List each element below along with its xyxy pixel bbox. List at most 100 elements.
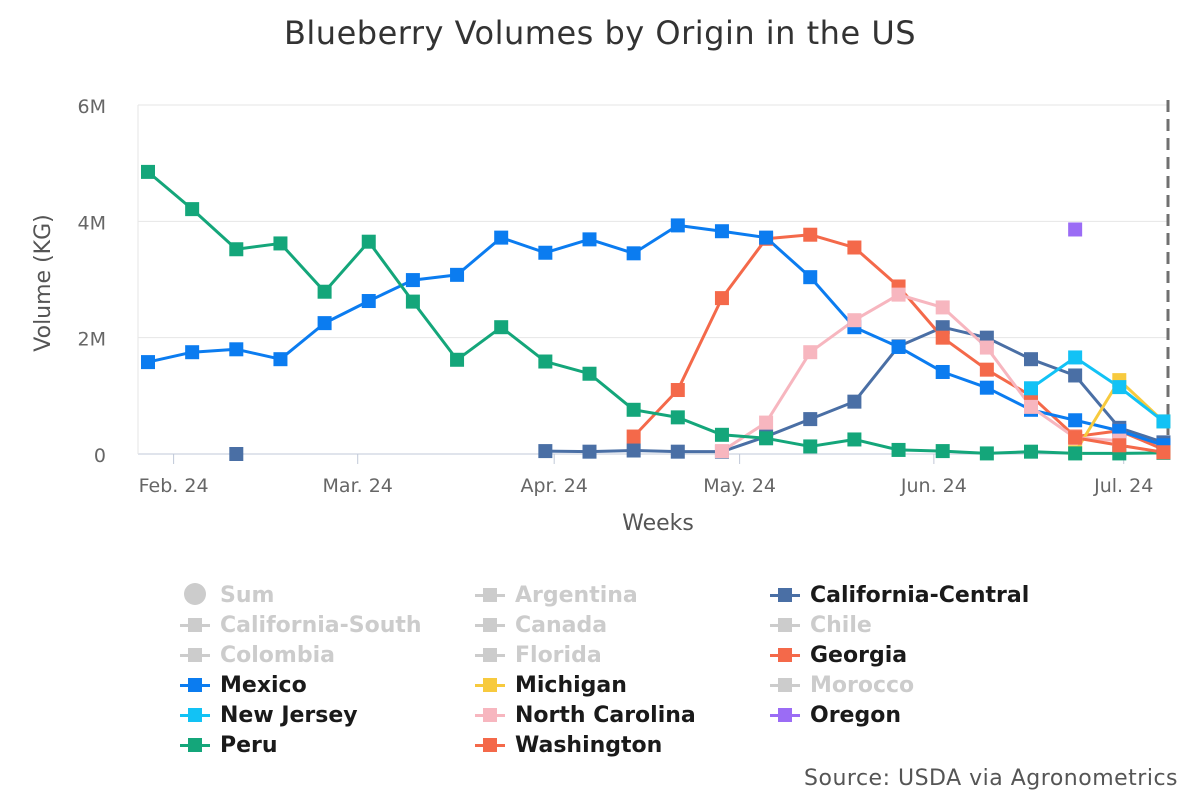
data-point-mexico[interactable]: [714, 224, 729, 239]
data-point-georgia[interactable]: [626, 429, 641, 444]
data-point-peru[interactable]: [935, 444, 950, 459]
legend-item-sum[interactable]: Sum: [180, 580, 274, 610]
data-point-peru[interactable]: [803, 439, 818, 454]
data-point-mexico[interactable]: [185, 345, 200, 360]
data-point-mexico[interactable]: [670, 218, 685, 233]
data-point-oregon[interactable]: [1068, 222, 1083, 237]
data-point-mexico[interactable]: [626, 246, 641, 261]
legend-symbol-icon: [475, 735, 507, 755]
legend-symbol-icon: [475, 645, 507, 665]
data-point-north-carolina[interactable]: [891, 287, 906, 302]
data-point-mexico[interactable]: [582, 232, 597, 247]
data-point-north-carolina[interactable]: [935, 300, 950, 315]
legend-label: Oregon: [810, 702, 901, 728]
data-point-peru[interactable]: [670, 410, 685, 425]
legend-item-colombia[interactable]: Colombia: [180, 640, 335, 670]
legend-item-washington[interactable]: Washington: [475, 730, 662, 760]
legend-item-oregon[interactable]: Oregon: [770, 700, 901, 730]
data-point-mexico[interactable]: [361, 294, 376, 309]
data-point-peru[interactable]: [759, 431, 774, 446]
data-point-peru[interactable]: [141, 164, 155, 179]
legend-item-california-central[interactable]: California-Central: [770, 580, 1029, 610]
data-point-new-jersey[interactable]: [1024, 381, 1038, 396]
data-point-mexico[interactable]: [538, 245, 553, 260]
data-point-mexico[interactable]: [229, 342, 244, 357]
data-point-peru[interactable]: [979, 446, 994, 461]
data-point-north-carolina[interactable]: [1024, 399, 1038, 414]
series-line-new-jersey[interactable]: [1030, 355, 1165, 423]
legend-item-new-jersey[interactable]: New Jersey: [180, 700, 358, 730]
data-point-mexico[interactable]: [935, 364, 950, 379]
legend-item-florida[interactable]: Florida: [475, 640, 602, 670]
data-point-peru[interactable]: [538, 354, 553, 369]
data-point-washington[interactable]: [1112, 438, 1127, 453]
data-point-new-jersey[interactable]: [1112, 380, 1127, 395]
data-point-north-carolina[interactable]: [803, 345, 818, 360]
data-point-mexico[interactable]: [494, 230, 509, 245]
data-point-peru[interactable]: [626, 402, 641, 417]
data-point-peru[interactable]: [361, 234, 376, 249]
data-point-mexico[interactable]: [891, 339, 906, 354]
data-point-mexico[interactable]: [1068, 413, 1083, 428]
data-point-georgia[interactable]: [670, 383, 685, 398]
data-point-california-central[interactable]: [1068, 368, 1083, 383]
data-point-peru[interactable]: [405, 294, 420, 309]
data-point-mexico[interactable]: [979, 380, 994, 395]
data-point-georgia[interactable]: [935, 330, 950, 345]
data-point-georgia[interactable]: [979, 362, 994, 377]
data-point-peru[interactable]: [229, 242, 244, 257]
data-point-mexico[interactable]: [141, 355, 155, 370]
data-point-california-central[interactable]: [582, 444, 597, 459]
legend-item-chile[interactable]: Chile: [770, 610, 872, 640]
legend-item-argentina[interactable]: Argentina: [475, 580, 638, 610]
data-point-peru[interactable]: [1024, 444, 1038, 459]
data-point-washington[interactable]: [1156, 445, 1171, 460]
data-point-peru[interactable]: [1068, 446, 1083, 461]
data-point-georgia[interactable]: [847, 240, 862, 255]
data-point-mexico[interactable]: [405, 273, 420, 288]
legend-item-georgia[interactable]: Georgia: [770, 640, 907, 670]
data-point-mexico[interactable]: [317, 316, 332, 331]
legend-item-canada[interactable]: Canada: [475, 610, 607, 640]
legend-item-morocco[interactable]: Morocco: [770, 670, 914, 700]
legend-item-michigan[interactable]: Michigan: [475, 670, 627, 700]
legend-item-mexico[interactable]: Mexico: [180, 670, 307, 700]
data-point-mexico[interactable]: [273, 352, 288, 367]
data-point-california-central[interactable]: [538, 444, 553, 459]
data-point-mexico[interactable]: [759, 230, 774, 245]
data-point-california-central[interactable]: [847, 394, 862, 409]
data-point-mexico[interactable]: [450, 267, 465, 282]
series-line-north-carolina[interactable]: [721, 293, 1120, 453]
data-point-mexico[interactable]: [803, 270, 818, 285]
data-point-peru[interactable]: [450, 352, 465, 367]
data-point-california-central[interactable]: [670, 444, 685, 459]
data-point-peru[interactable]: [494, 320, 509, 335]
legend-symbol-icon: [475, 615, 507, 635]
data-point-peru[interactable]: [317, 284, 332, 299]
legend-item-north-carolina[interactable]: North Carolina: [475, 700, 696, 730]
data-point-peru[interactable]: [582, 366, 597, 381]
data-point-peru[interactable]: [847, 432, 862, 447]
data-point-georgia[interactable]: [714, 291, 729, 306]
data-point-peru[interactable]: [891, 442, 906, 457]
data-point-north-carolina[interactable]: [979, 340, 994, 355]
data-point-peru[interactable]: [185, 202, 200, 217]
series-line-mexico[interactable]: [147, 223, 1164, 447]
data-point-north-carolina[interactable]: [847, 313, 862, 328]
legend-symbol-icon: [475, 705, 507, 725]
data-point-new-jersey[interactable]: [1156, 414, 1171, 429]
series-line-peru[interactable]: [147, 170, 1164, 455]
data-point-peru[interactable]: [714, 427, 729, 442]
data-point-california-central[interactable]: [229, 447, 244, 461]
data-point-new-jersey[interactable]: [1068, 350, 1083, 365]
data-point-peru[interactable]: [273, 236, 288, 251]
data-point-georgia[interactable]: [803, 227, 818, 242]
legend-item-peru[interactable]: Peru: [180, 730, 278, 760]
data-point-california-central[interactable]: [803, 412, 818, 427]
data-point-north-carolina[interactable]: [759, 415, 774, 430]
data-point-california-central[interactable]: [1024, 352, 1038, 367]
data-point-washington[interactable]: [1068, 430, 1083, 445]
data-point-north-carolina[interactable]: [714, 444, 729, 459]
data-point-california-central[interactable]: [626, 443, 641, 458]
legend-item-california-south[interactable]: California-South: [180, 610, 422, 640]
